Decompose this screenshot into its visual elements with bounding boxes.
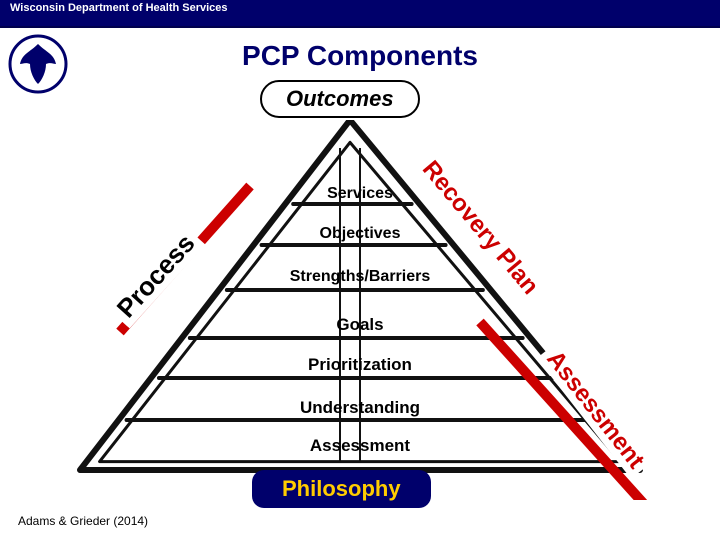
pyramid-svg xyxy=(60,120,660,500)
outcomes-pill: Outcomes xyxy=(260,80,420,118)
page-title: PCP Components xyxy=(0,40,720,72)
department-label: Wisconsin Department of Health Services xyxy=(10,2,228,14)
citation: Adams & Grieder (2014) xyxy=(18,514,148,528)
pyramid-diagram: ServicesObjectivesStrengths/BarriersGoal… xyxy=(60,120,660,500)
philosophy-pill: Philosophy xyxy=(252,470,431,508)
